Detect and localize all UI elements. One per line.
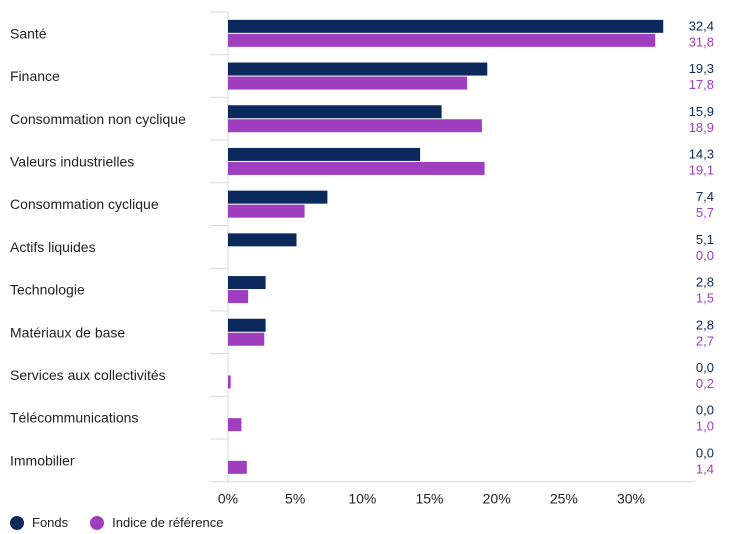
x-tick-label: 5%: [285, 491, 305, 507]
bar-fonds: [228, 318, 266, 332]
value-label-indice: 5,7: [696, 205, 714, 220]
bar-indice: [228, 375, 231, 389]
x-tick-label: 25%: [550, 491, 578, 507]
category-label: Consommation non cyclique: [10, 111, 186, 127]
value-label-fonds: 14,3: [689, 146, 714, 161]
category-label: Santé: [10, 25, 47, 41]
bar-fonds: [228, 105, 442, 119]
category-label: Consommation cyclique: [10, 196, 159, 212]
value-label-indice: 18,9: [689, 120, 714, 135]
bar-indice: [228, 76, 468, 90]
value-label-indice: 1,0: [696, 419, 714, 434]
category-label: Valeurs industrielles: [10, 153, 134, 169]
value-label-fonds: 32,4: [689, 18, 714, 33]
legend-label-indice: Indice de référence: [112, 515, 224, 530]
value-label-fonds: 15,9: [689, 104, 714, 119]
legend-label-fonds: Fonds: [32, 515, 69, 530]
category-label: Matériaux de base: [10, 324, 125, 340]
category-label: Finance: [10, 68, 60, 84]
bar-chart-svg: Santé 32,431,8 Finance 19,317,8 Consommation…: [10, 11, 714, 507]
value-label-fonds: 7,4: [696, 189, 714, 204]
x-tick-label: 0%: [218, 491, 238, 507]
bar-indice: [228, 418, 242, 432]
bar-indice: [228, 33, 656, 47]
legend-swatch-fonds: [10, 515, 24, 530]
value-label-indice: 31,8: [689, 34, 714, 49]
bar-fonds: [228, 147, 421, 161]
value-label-fonds: 0,0: [696, 445, 714, 460]
bar-fonds: [228, 62, 488, 76]
value-label-indice: 1,4: [696, 461, 714, 476]
bar-fonds: [228, 276, 266, 290]
legend-item-fonds: Fonds: [10, 515, 68, 530]
category-label: Technologie: [10, 282, 85, 298]
bar-fonds: [228, 190, 328, 204]
value-label-fonds: 0,0: [696, 360, 714, 375]
value-label-fonds: 2,8: [696, 317, 714, 332]
category-label: Services aux collectivités: [10, 367, 166, 383]
bar-indice: [228, 119, 482, 133]
legend-item-indice: Indice de référence: [90, 515, 223, 530]
bar-indice: [228, 460, 247, 474]
bar-indice: [228, 204, 305, 218]
x-tick-label: 15%: [415, 491, 443, 507]
value-label-fonds: 0,0: [696, 403, 714, 418]
value-label-indice: 0,2: [696, 376, 714, 391]
x-tick-label: 30%: [617, 491, 645, 507]
chart-legend: Fonds Indice de référence: [10, 515, 223, 530]
category-label: Télécommunications: [10, 410, 138, 426]
bar-indice: [228, 290, 249, 304]
bar-fonds: [228, 19, 664, 33]
value-label-indice: 0,0: [696, 248, 714, 263]
value-label-indice: 17,8: [689, 77, 714, 92]
value-label-fonds: 2,8: [696, 275, 714, 290]
value-label-fonds: 19,3: [689, 61, 714, 76]
x-tick-label: 10%: [348, 491, 376, 507]
bar-indice: [228, 161, 485, 175]
legend-swatch-indice: [90, 515, 105, 530]
value-label-indice: 2,7: [696, 333, 714, 348]
x-tick-label: 20%: [483, 491, 511, 507]
bar-indice: [228, 332, 265, 346]
category-label: Immobilier: [10, 452, 75, 468]
value-label-indice: 19,1: [689, 162, 714, 177]
value-label-indice: 1,5: [696, 291, 714, 306]
value-label-fonds: 5,1: [696, 232, 714, 247]
category-label: Actifs liquides: [10, 239, 96, 255]
bar-fonds: [228, 233, 297, 247]
